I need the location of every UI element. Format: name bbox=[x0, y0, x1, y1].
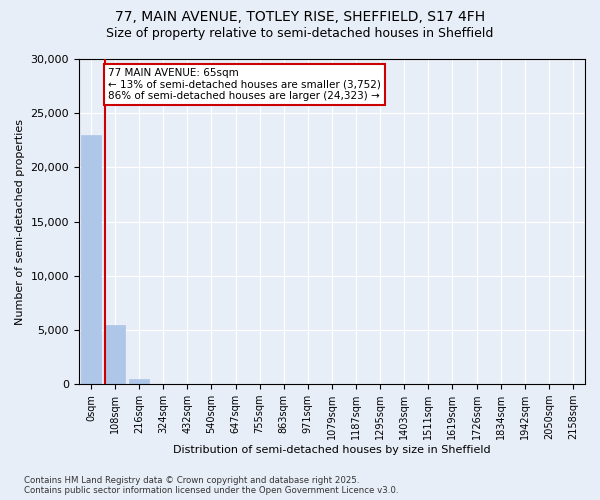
Bar bbox=[81, 135, 101, 384]
Text: 77 MAIN AVENUE: 65sqm
← 13% of semi-detached houses are smaller (3,752)
86% of s: 77 MAIN AVENUE: 65sqm ← 13% of semi-deta… bbox=[109, 68, 381, 101]
X-axis label: Distribution of semi-detached houses by size in Sheffield: Distribution of semi-detached houses by … bbox=[173, 445, 491, 455]
Bar bbox=[105, 324, 125, 384]
Y-axis label: Number of semi-detached properties: Number of semi-detached properties bbox=[15, 118, 25, 324]
Text: Contains HM Land Registry data © Crown copyright and database right 2025.
Contai: Contains HM Land Registry data © Crown c… bbox=[24, 476, 398, 495]
Bar bbox=[129, 379, 149, 384]
Text: 77, MAIN AVENUE, TOTLEY RISE, SHEFFIELD, S17 4FH: 77, MAIN AVENUE, TOTLEY RISE, SHEFFIELD,… bbox=[115, 10, 485, 24]
Text: Size of property relative to semi-detached houses in Sheffield: Size of property relative to semi-detach… bbox=[106, 28, 494, 40]
